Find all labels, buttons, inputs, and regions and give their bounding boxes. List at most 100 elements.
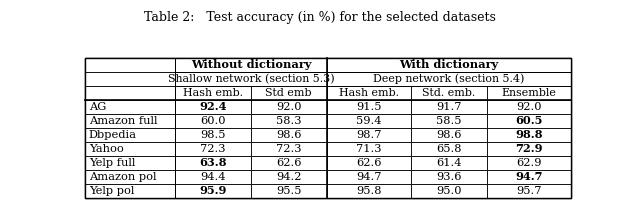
Text: 72.3: 72.3 (276, 144, 301, 154)
Bar (326, 184, 411, 198)
Bar (411, 114, 486, 128)
Text: 98.6: 98.6 (276, 130, 301, 140)
Bar (326, 114, 411, 128)
Bar (251, 128, 326, 142)
Text: Ensemble: Ensemble (501, 88, 556, 98)
Bar (85, 58, 175, 72)
Bar (486, 142, 571, 156)
Bar (85, 114, 175, 128)
Bar (85, 72, 175, 86)
Bar (411, 86, 486, 100)
Text: With dictionary: With dictionary (399, 59, 499, 70)
Text: 98.5: 98.5 (200, 130, 226, 140)
Bar (85, 58, 571, 198)
Text: 72.3: 72.3 (200, 144, 226, 154)
Text: 61.4: 61.4 (436, 158, 461, 168)
Bar (411, 142, 486, 156)
Bar (175, 142, 251, 156)
Text: Without dictionary: Without dictionary (191, 59, 311, 70)
Bar (85, 86, 175, 100)
Bar (251, 86, 326, 100)
Text: 95.9: 95.9 (199, 185, 227, 196)
Bar (326, 156, 411, 170)
Text: 95.7: 95.7 (516, 186, 541, 196)
Bar (326, 86, 411, 100)
Bar (486, 184, 571, 198)
Bar (411, 184, 486, 198)
Bar (326, 142, 411, 156)
Text: Deep network (section 5.4): Deep network (section 5.4) (373, 74, 524, 84)
Bar (326, 100, 411, 114)
Text: 98.8: 98.8 (515, 129, 543, 140)
Text: Std emb: Std emb (266, 88, 312, 98)
Text: 58.5: 58.5 (436, 116, 461, 126)
Text: 98.7: 98.7 (356, 130, 381, 140)
Text: 98.6: 98.6 (436, 130, 461, 140)
Bar (251, 170, 326, 184)
Text: 95.8: 95.8 (356, 186, 381, 196)
Text: Yelp full: Yelp full (89, 158, 135, 168)
Bar (175, 128, 251, 142)
Bar (85, 184, 175, 198)
Bar (85, 128, 175, 142)
Text: 71.3: 71.3 (356, 144, 381, 154)
Bar (85, 100, 175, 114)
Bar (251, 156, 326, 170)
Bar (411, 100, 486, 114)
Text: 95.5: 95.5 (276, 186, 301, 196)
Bar (85, 58, 571, 198)
Text: 60.0: 60.0 (200, 116, 226, 126)
Bar (251, 114, 326, 128)
Text: Hash emb.: Hash emb. (339, 88, 399, 98)
Text: Shallow network (section 5.3): Shallow network (section 5.3) (168, 74, 334, 84)
Text: 94.4: 94.4 (200, 172, 226, 182)
Bar (411, 170, 486, 184)
Bar (326, 72, 571, 86)
Bar (326, 58, 571, 72)
Text: Hash emb.: Hash emb. (183, 88, 243, 98)
Bar (486, 86, 571, 100)
Text: 65.8: 65.8 (436, 144, 461, 154)
Bar (175, 72, 326, 86)
Text: 58.3: 58.3 (276, 116, 301, 126)
Bar (251, 184, 326, 198)
Bar (175, 58, 326, 72)
Bar (486, 156, 571, 170)
Bar (486, 100, 571, 114)
Bar (85, 156, 175, 170)
Text: 91.5: 91.5 (356, 102, 381, 112)
Text: 62.6: 62.6 (276, 158, 301, 168)
Text: Yahoo: Yahoo (89, 144, 124, 154)
Text: Table 2:   Test accuracy (in %) for the selected datasets: Table 2: Test accuracy (in %) for the se… (144, 11, 496, 24)
Bar (175, 86, 251, 100)
Text: 92.0: 92.0 (516, 102, 541, 112)
Text: 60.5: 60.5 (515, 115, 543, 126)
Bar (85, 142, 175, 156)
Text: 92.0: 92.0 (276, 102, 301, 112)
Text: 94.2: 94.2 (276, 172, 301, 182)
Bar (411, 156, 486, 170)
Bar (85, 170, 175, 184)
Bar (326, 170, 411, 184)
Text: Dbpedia: Dbpedia (89, 130, 137, 140)
Bar (326, 128, 411, 142)
Bar (175, 170, 251, 184)
Bar (411, 128, 486, 142)
Bar (175, 114, 251, 128)
Bar (251, 142, 326, 156)
Text: Amazon full: Amazon full (89, 116, 157, 126)
Bar (175, 184, 251, 198)
Text: Amazon pol: Amazon pol (89, 172, 156, 182)
Text: 59.4: 59.4 (356, 116, 381, 126)
Text: 94.7: 94.7 (515, 171, 543, 182)
Text: Std. emb.: Std. emb. (422, 88, 476, 98)
Text: 93.6: 93.6 (436, 172, 461, 182)
Bar (486, 170, 571, 184)
Text: AG: AG (89, 102, 106, 112)
Text: 91.7: 91.7 (436, 102, 461, 112)
Bar (486, 128, 571, 142)
Text: 62.6: 62.6 (356, 158, 381, 168)
Text: 95.0: 95.0 (436, 186, 461, 196)
Text: 62.9: 62.9 (516, 158, 541, 168)
Text: 63.8: 63.8 (199, 157, 227, 168)
